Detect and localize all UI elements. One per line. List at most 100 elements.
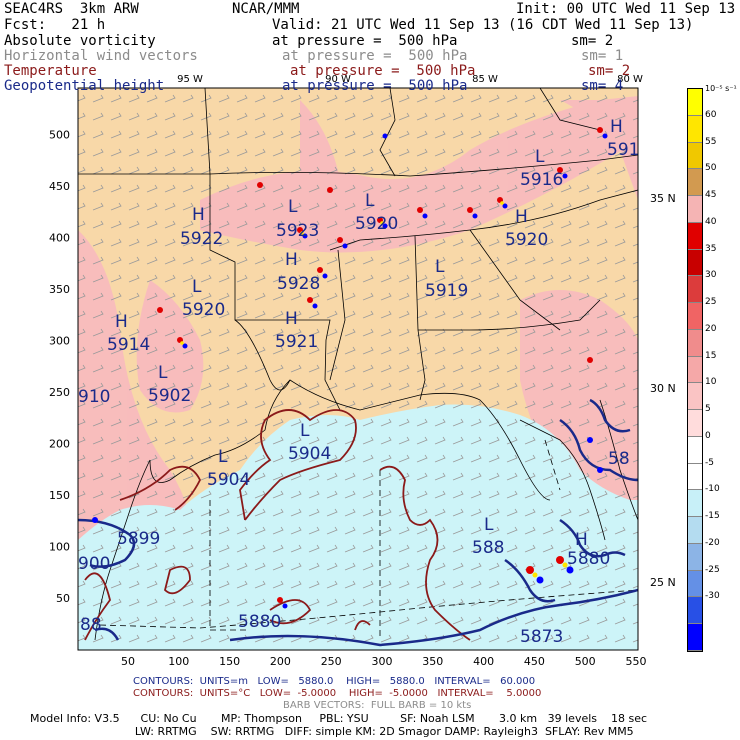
x-tick-500: 500 (575, 655, 596, 668)
field-sm-temperature: sm= 2 (588, 63, 631, 79)
map-label-7: 5916 (520, 170, 563, 190)
map-label-1: 5922 (180, 229, 223, 249)
map-label-24: 910 (78, 387, 110, 407)
map-label-11: 5920 (505, 230, 548, 250)
y-tick-150: 150 (49, 489, 70, 502)
model-title: SEAC4RS 3km ARW (4, 1, 139, 17)
org-label: NCAR/MMM (232, 1, 300, 17)
gulf-boundary-lines (99, 439, 638, 640)
map-label-5: 5920 (355, 214, 398, 234)
colorbar-segment (688, 597, 702, 624)
colorbar-label: 20 (705, 323, 717, 334)
init-time: Init: 00 UTC Wed 11 Sep 13 (516, 1, 736, 17)
lon-label-1: 90 W (325, 74, 351, 85)
colorbar-segment (688, 463, 702, 491)
map-label-36: 5880 (238, 612, 281, 632)
field-pressure-temperature: at pressure = 500 hPa (290, 63, 476, 79)
colorbar-unit: 10⁻⁵ s⁻¹ (705, 84, 737, 93)
map-label-21: 5921 (275, 332, 318, 352)
field-sm-height: sm= 4 (581, 78, 624, 94)
map-frame (77, 87, 639, 651)
colorbar-segment (688, 517, 702, 544)
map-label-26: 5904 (288, 444, 331, 464)
x-tick-300: 300 (372, 655, 393, 668)
x-tick-550: 550 (626, 655, 647, 668)
y-tick-450: 450 (49, 180, 70, 193)
colorbar-segment (688, 329, 702, 357)
y-tick-200: 200 (49, 438, 70, 451)
colorbar-label: 40 (705, 216, 717, 227)
colorbar-label: 5 (705, 404, 711, 415)
colorbar-segment (688, 543, 702, 571)
height-contours (78, 398, 638, 647)
latitude-labels: 35 N 30 N 25 N (650, 192, 676, 589)
map-label-28: 5904 (207, 470, 250, 490)
temperature-contours (84, 409, 471, 641)
longitude-labels: 95 W 90 W 85 W 80 W (177, 74, 643, 85)
map-label-3: 5923 (276, 221, 319, 241)
map-label-18: H (115, 312, 128, 332)
map-label-35: 58 (608, 449, 630, 469)
map-label-19: 5914 (107, 335, 150, 355)
colorbar-label: 35 (705, 243, 717, 254)
y-tick-500: 500 (49, 129, 70, 142)
colorbar-label: 0 (705, 430, 711, 441)
map-label-8: H (610, 117, 623, 137)
colorbar-segment (688, 624, 702, 651)
x-tick-150: 150 (219, 655, 240, 668)
colorbar-segment (688, 249, 702, 277)
field-sm-wind: sm= 1 (581, 48, 624, 64)
map-label-16: L (192, 277, 202, 297)
lon-label-3: 80 W (617, 74, 643, 85)
colorbar-label: 25 (705, 297, 717, 308)
lat-label-1: 30 N (650, 382, 676, 395)
map-label-9: 591 (607, 140, 639, 160)
colorbar-segment (688, 276, 702, 303)
political-boundaries (78, 88, 638, 641)
model-info-line1: Model Info: V3.5 CU: No Cu MP: Thompson … (30, 712, 648, 725)
map-label-27: L (218, 447, 228, 467)
pressure-center-labels: H 5922 L 5923 L 5920 L 5916 H 591 H 5920 H 5928 L 5919 L… (78, 117, 639, 647)
map-label-2: L (288, 197, 298, 217)
map-label-22: L (158, 363, 168, 383)
x-tick-450: 450 (524, 655, 545, 668)
forecast-hour: Fcst: 21 h (4, 17, 106, 33)
map-label-38: 5873 (520, 627, 563, 647)
y-axis-ticks: 50 100 150 200 250 300 350 400 450 500 (49, 129, 70, 606)
colorbar-label: -10 (705, 484, 720, 495)
x-tick-400: 400 (473, 655, 494, 668)
y-tick-400: 400 (49, 232, 70, 245)
colorbar-label: 50 (705, 163, 717, 174)
map-label-30: 900 (78, 554, 110, 574)
lat-label-2: 25 N (650, 576, 676, 589)
x-tick-350: 350 (422, 655, 443, 668)
model-info-line2: LW: RRTMG SW: RRTMG DIFF: simple KM: 2D … (30, 725, 634, 738)
map-label-29: 5899 (117, 529, 160, 549)
x-tick-200: 200 (270, 655, 291, 668)
y-tick-100: 100 (49, 541, 70, 554)
map-label-10: H (515, 207, 528, 227)
map-label-20: H (285, 309, 298, 329)
field-sm-vorticity: sm= 2 (571, 33, 614, 49)
field-pressure-vorticity: at pressure = 500 hPa (272, 33, 458, 49)
map-label-33: H (575, 530, 588, 550)
field-pressure-height: at pressure = 500 hPa (282, 78, 468, 94)
field-name-vorticity: Absolute vorticity (4, 33, 156, 49)
vorticity-speckles (92, 127, 608, 609)
y-tick-300: 300 (49, 335, 70, 348)
colorbar-label: -20 (705, 537, 720, 548)
field-name-temperature: Temperature (4, 63, 97, 79)
map-label-4: L (365, 191, 375, 211)
map-label-12: H (285, 250, 298, 270)
colorbar-segment (688, 436, 702, 464)
colorbar-label: 60 (705, 109, 717, 120)
colorbar-segment (688, 142, 702, 170)
colorbar-label: -25 (705, 564, 720, 575)
colorbar-segment (688, 115, 702, 143)
y-tick-50: 50 (56, 592, 70, 605)
colorbar-segment (688, 196, 702, 223)
colorbar-segment (688, 383, 702, 410)
colorbar-label: 45 (705, 190, 717, 201)
x-axis-ticks: 50 100 150 200 250 300 350 400 450 500 550 (121, 655, 647, 668)
